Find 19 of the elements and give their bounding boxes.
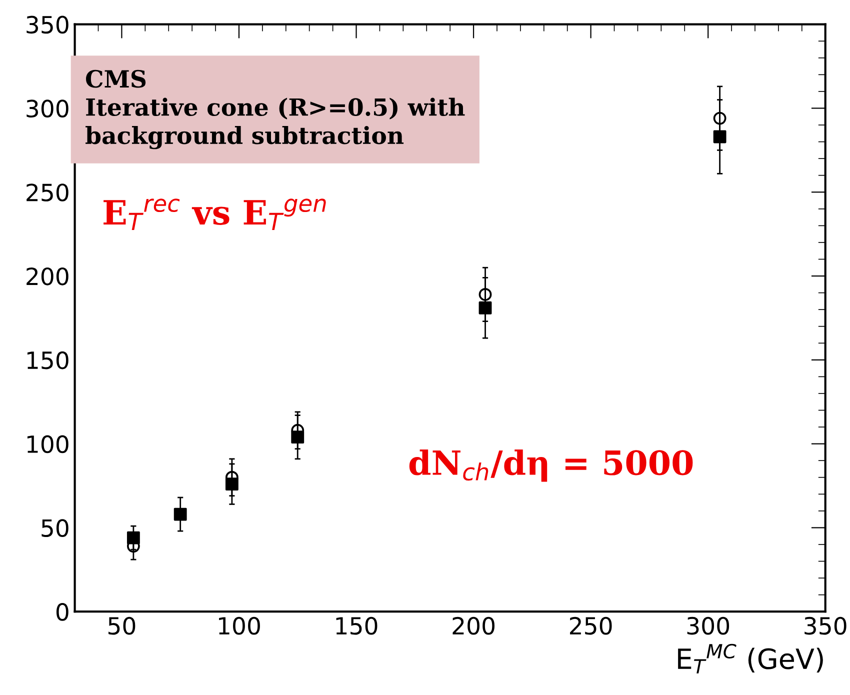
y-tick-label: 0 (56, 603, 68, 621)
x-tick-label: 100 (219, 616, 260, 635)
y-tick-label: 300 (26, 100, 68, 118)
y-tick-label: 350 (26, 16, 68, 34)
annotation: E$_{T}$$^{rec}$ vs E$_{T}$$^{gen}$ (104, 198, 326, 230)
x-tick-label: 50 (108, 616, 136, 635)
y-tick-label: 250 (26, 184, 68, 202)
y-tick-label: 100 (27, 435, 68, 454)
annotation: CMS Iterative cone (R>=0.5) with background subtraction (86, 70, 465, 150)
x-axis-title: E$_{T}$$^{MC}$ (GeV) (678, 644, 823, 674)
y-tick-label: 200 (26, 267, 68, 286)
x-tick-label: 350 (804, 616, 846, 635)
x-tick-label: 300 (687, 616, 730, 635)
y-tick-label: 150 (27, 351, 68, 370)
y-tick-label: 50 (42, 519, 68, 538)
x-tick-label: 150 (336, 616, 378, 635)
x-tick-label: 250 (570, 616, 612, 635)
x-tick-label: 200 (452, 616, 494, 635)
annotation: dN$_{ch}$/dη = 5000 (409, 449, 693, 482)
